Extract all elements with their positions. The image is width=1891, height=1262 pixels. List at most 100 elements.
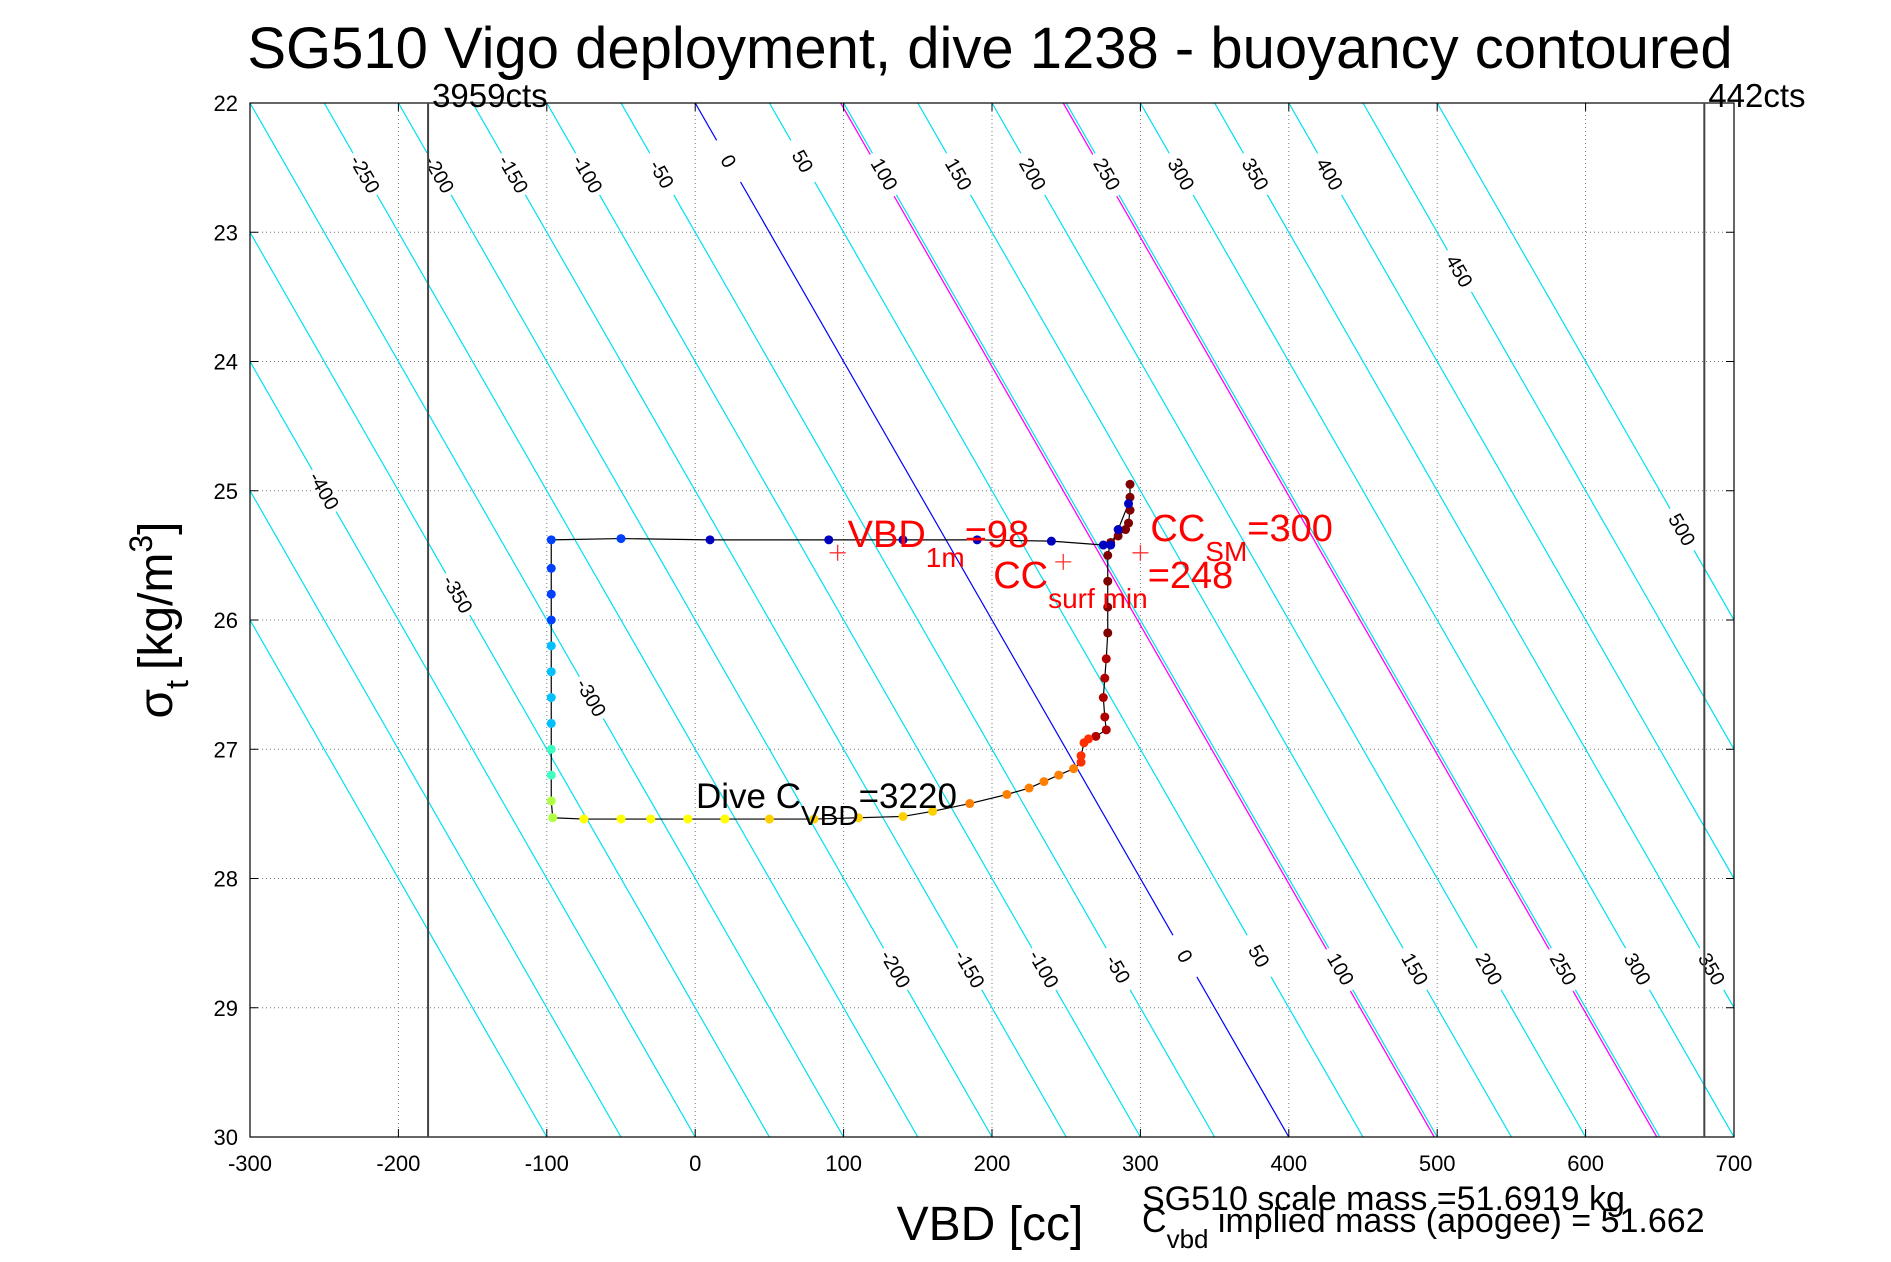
dive-cvbd-label: Dive CVBD=3220 [696,777,957,831]
contour-line [1288,103,1734,880]
buoyancy-contours [250,103,1734,1137]
trajectory-point [546,641,556,651]
trajectory-point [809,814,819,824]
contour-label-bg [1096,942,1140,996]
trajectory-point [1101,654,1111,664]
y-tick-label: 25 [214,479,238,504]
trajectory-point [546,744,556,754]
contour-label-bg [569,671,613,724]
trajectory-point [546,563,556,573]
x-tick-label: 300 [1122,1151,1159,1176]
y-tick-label: 27 [214,737,238,762]
x-tick-label: 500 [1419,1151,1456,1176]
trajectory-point [1103,602,1113,612]
contour-label-bg [491,147,535,201]
trajectory-point [1113,531,1123,541]
trajectory-point [965,799,975,809]
contour-label-bg [436,567,480,621]
contour-label-bg [707,134,751,188]
contour-label-bg [937,147,981,201]
trajectory-point [1106,540,1116,550]
trajectory-point [546,615,556,625]
y-tick-label: 24 [214,350,238,375]
contour-label-bg [1233,147,1277,201]
y-tick-label: 23 [214,220,238,245]
trajectory-point [579,814,589,824]
trajectory-point [1076,751,1086,761]
trajectory-point [546,770,556,780]
trajectory-point [546,589,556,599]
contour-label-bg [302,464,346,518]
trajectory-point [1091,731,1101,741]
svg-text:σt[kg/m3]: σt [kg/m3] [123,521,195,718]
count-limit-label: 442cts [1708,77,1805,114]
count-limit-label: 3959cts [432,77,548,114]
x-tick-label: 100 [825,1151,862,1176]
trajectory-point [764,814,774,824]
trajectory-point [1002,789,1012,799]
contour-label-bg [1541,942,1585,996]
y-tick-label: 28 [214,867,238,892]
axes: -300 -200 -100 0 100 200 300 400 500 600 700 22 23 24… [214,77,1806,1176]
x-tick-label: 400 [1270,1151,1307,1176]
y-axis-label-close: ] [130,521,183,534]
y-tick-label: 29 [214,996,238,1021]
implied-mass-footer: Cvbd implied mass (apogee) = 51.662 [1142,1202,1705,1254]
contour-label-bg [1085,147,1129,201]
contour-label-bg [874,942,918,996]
trajectory-point [1079,738,1089,748]
trajectory-point [546,796,556,806]
x-tick-label: 600 [1567,1151,1604,1176]
contour-label-bg [1393,942,1437,996]
trajectory-point [1076,757,1086,767]
y-tick-label: 22 [214,91,238,116]
x-tick-label: -300 [228,1151,272,1176]
trajectory-point [1124,499,1134,509]
contour-label-bg [1690,942,1734,996]
contour-label-bg [1319,942,1363,996]
contour-label-bg [1159,147,1203,201]
contour-label-bg [1467,942,1511,996]
contour-line [250,231,770,1137]
y-axis-label-units: [kg/m [130,553,183,670]
marker-label: CCSM=300 [1150,508,1332,567]
contour-label-bg [343,147,387,201]
trajectory-point [853,813,863,823]
contour-label-bg [1011,147,1055,201]
contour-label-bg [1237,929,1281,983]
implied-mass-c: C [1142,1202,1167,1240]
trajectory-point [1121,525,1131,535]
trajectory-point [1103,550,1113,560]
chart-title: SG510 Vigo deployment, dive 1238 - buoya… [247,16,1732,81]
trajectory-point [1054,770,1064,780]
trajectory-point [546,667,556,677]
trajectory-point [646,814,656,824]
trajectory-point [616,814,626,824]
trajectory-point [898,535,908,545]
x-axis-label: VBD [cc] [897,1198,1084,1251]
trajectory-point [1069,764,1079,774]
trajectory-point [1125,479,1135,489]
y-axis-label-sub: t [159,680,195,689]
contour-label-bg [862,147,906,201]
implied-mass-text: implied mass (apogee) = 51.662 [1208,1202,1704,1240]
contour-line [250,618,548,1137]
dive-cvbd-sub: VBD [801,800,859,831]
contour-line [250,360,696,1137]
contour-label-bg [1660,503,1704,556]
contour-label-bg [781,134,825,188]
contour-label-bg [640,147,684,201]
trajectory-point [705,535,715,545]
trajectory-point [616,534,626,544]
dive-cvbd-value: =3220 [859,777,957,816]
contour-label-bg [1163,929,1207,983]
marker-label: VBD1m=98 [848,514,1030,573]
y-tick-label: 26 [214,608,238,633]
trajectory-point [1098,540,1108,550]
trajectory-point [1046,536,1056,546]
trajectory-point [1101,725,1111,735]
contour-label-bg [566,147,610,201]
trajectory-point [683,814,693,824]
